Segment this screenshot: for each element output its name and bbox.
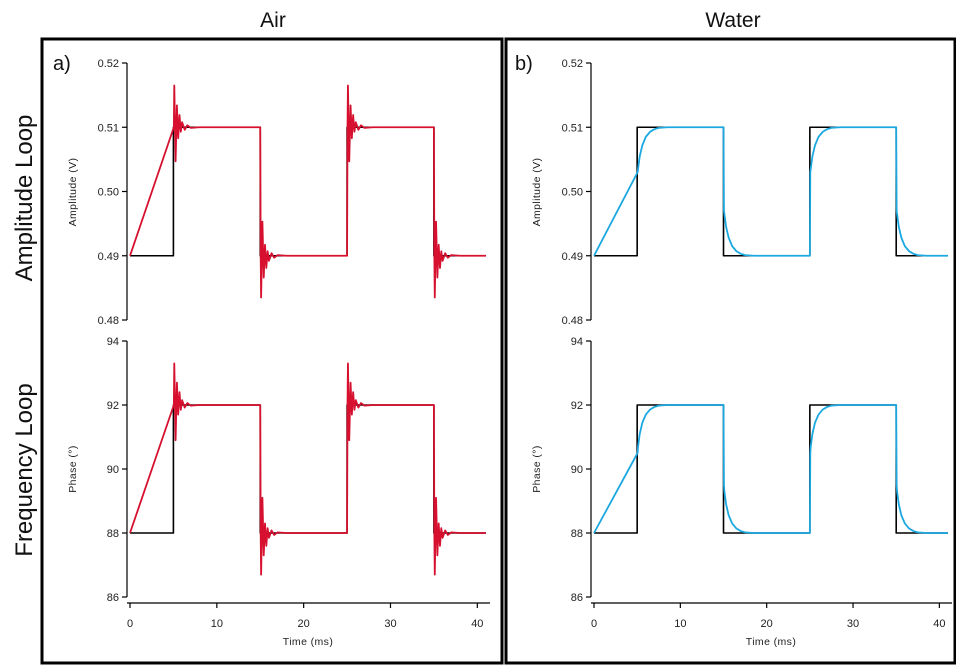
y-tick-label: 94 [571, 336, 583, 348]
x-tick-label: 10 [674, 618, 686, 630]
x-tick-label: 30 [847, 618, 859, 630]
y-tick-label: 90 [571, 464, 583, 476]
x-tick-label: 30 [384, 618, 396, 630]
y-tick-label: 88 [571, 528, 583, 540]
y-tick-label: 0.52 [562, 58, 583, 70]
plot-b-phase: 86 88 90 92 94 Phase (°) 0 10 20 30 40 Time (ms) [531, 336, 952, 648]
reference-square-wave-line [130, 126, 486, 257]
measured-response-line [129, 362, 486, 576]
panel-a-frame [40, 37, 504, 665]
measured-response-line [593, 126, 948, 257]
y-tick-label: 0.51 [562, 122, 583, 134]
y-tick-label: 0.52 [98, 58, 119, 70]
plot-b-amplitude: 0.48 0.49 0.50 0.51 0.52 Amplitude (V) [531, 58, 948, 327]
x-tick-label: 20 [761, 618, 773, 630]
x-tick-label: 40 [471, 618, 483, 630]
plot-a-amplitude: 0.48 0.49 0.50 0.51 0.52 Amplitude (V) [67, 58, 486, 327]
y-tick-label: 0.48 [98, 315, 119, 327]
row-title-amplitude-loop: Amplitude Loop [11, 115, 38, 282]
column-title-air: Air [260, 9, 286, 32]
y-tick-label: 88 [107, 528, 119, 540]
y-tick-label: 0.51 [98, 122, 119, 134]
y-tick-label: 86 [107, 592, 119, 604]
y-tick-label: 86 [571, 592, 583, 604]
panel-label-b: b) [515, 53, 533, 75]
reference-square-wave-line [594, 126, 948, 257]
y-axis-label: Phase (°) [531, 445, 543, 492]
y-tick-label: 94 [107, 336, 119, 348]
x-tick-label: 10 [211, 618, 223, 630]
x-tick-label: 20 [298, 618, 310, 630]
y-tick-label: 0.49 [562, 251, 583, 263]
x-axis-label: Time (ms) [746, 636, 796, 648]
y-axis-label: Amplitude (V) [531, 158, 543, 227]
y-tick-label: 92 [571, 400, 583, 412]
measured-response-line [129, 84, 486, 299]
measured-response-line [593, 404, 948, 534]
y-tick-label: 0.49 [98, 251, 119, 263]
plot-a-phase: 86 88 90 92 94 Phase (°) 0 10 20 30 40 Time (ms) [67, 336, 490, 648]
y-tick-label: 0.50 [98, 187, 119, 199]
y-tick-label: 0.50 [562, 187, 583, 199]
panel-label-a: a) [53, 53, 71, 75]
column-title-water: Water [705, 9, 760, 32]
reference-square-wave-line [130, 404, 486, 534]
panel-b-frame [504, 37, 956, 665]
y-tick-label: 90 [107, 464, 119, 476]
x-axis-label: Time (ms) [283, 636, 333, 648]
y-tick-label: 0.48 [562, 315, 583, 327]
x-tick-label: 40 [933, 618, 945, 630]
x-tick-label: 0 [591, 618, 597, 630]
x-tick-label: 0 [127, 618, 133, 630]
y-axis-label: Phase (°) [67, 445, 79, 492]
row-title-frequency-loop: Frequency Loop [11, 383, 38, 556]
y-axis-label: Amplitude (V) [67, 158, 79, 227]
reference-square-wave-line [594, 404, 948, 534]
y-tick-label: 92 [107, 400, 119, 412]
